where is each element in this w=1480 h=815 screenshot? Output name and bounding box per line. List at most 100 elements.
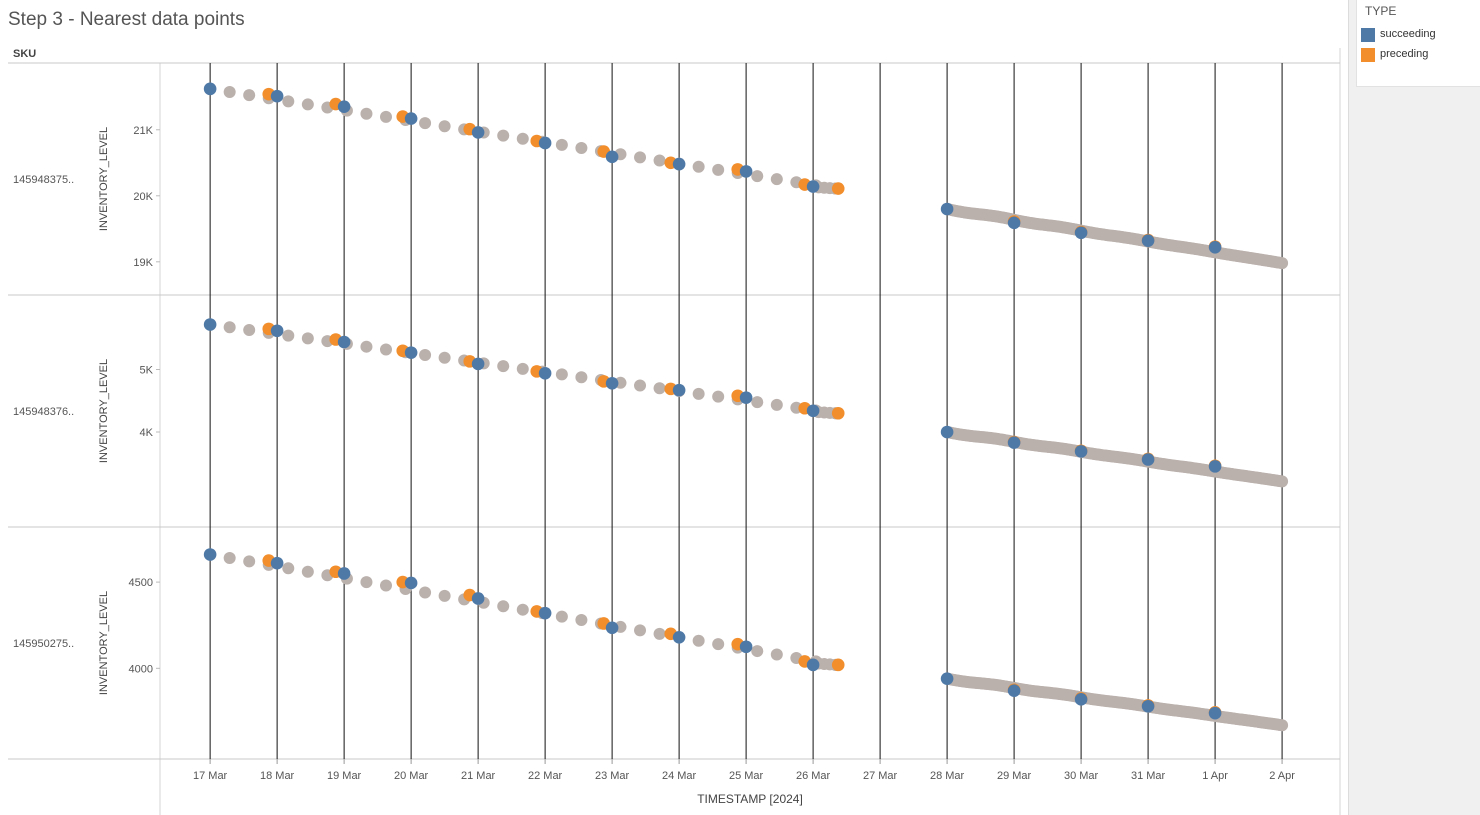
legend-swatch-preceding (1361, 48, 1375, 62)
data-point-succeeding (1007, 216, 1021, 230)
sku-label: 145950275.. (13, 638, 74, 650)
data-point-other (634, 151, 647, 164)
data-point-other (692, 160, 705, 173)
chart-area: 145948375.. INVENTORY_LEVEL 21K20K19K14594… (8, 48, 1341, 815)
data-point-other (301, 98, 314, 111)
data-point-other (634, 379, 647, 392)
data-point-other (223, 321, 236, 334)
data-point-other (379, 110, 392, 123)
data-point-other (282, 95, 295, 108)
data-point-other (751, 396, 764, 409)
data-point-succeeding (203, 82, 217, 96)
data-point-other (438, 589, 451, 602)
data-point-other (1276, 719, 1289, 732)
data-point-other (243, 555, 256, 568)
y-tick-label: 20K (133, 191, 153, 203)
legend-label-succeeding: succeeding (1380, 28, 1436, 40)
data-point-succeeding (203, 318, 217, 331)
data-point-other (516, 603, 529, 616)
data-point-other (243, 324, 256, 337)
x-tick-label: 23 Mar (595, 770, 630, 782)
data-point-other (438, 120, 451, 133)
data-point-other (751, 170, 764, 183)
x-tick-label: 27 Mar (863, 770, 898, 782)
y-axis-title: INVENTORY_LEVEL (98, 591, 110, 695)
data-point-other (282, 329, 295, 342)
x-tick-label: 1 Apr (1202, 770, 1228, 782)
data-point-succeeding (605, 150, 619, 164)
data-point-other (692, 387, 705, 400)
data-point-succeeding (1074, 445, 1088, 458)
data-point-succeeding (672, 630, 686, 644)
data-point-succeeding (940, 672, 954, 685)
data-point-succeeding (337, 567, 351, 580)
data-point-succeeding (1208, 240, 1222, 254)
data-point-succeeding (538, 606, 552, 620)
legend-label-preceding: preceding (1380, 48, 1429, 60)
panel-1: 145948375.. INVENTORY_LEVEL 21K 20K 19K (13, 82, 1289, 270)
data-point-succeeding (1141, 699, 1155, 713)
data-point-succeeding (270, 89, 284, 103)
x-tick-label: 21 Mar (461, 770, 496, 782)
data-point-other (301, 332, 314, 345)
data-point-succeeding (1007, 684, 1021, 698)
sku-label: 145948376.. (13, 406, 74, 418)
data-point-succeeding (605, 376, 619, 390)
data-point-other (379, 343, 392, 356)
data-point-succeeding (1074, 226, 1088, 240)
data-point-succeeding (404, 112, 418, 125)
data-point-succeeding (739, 165, 753, 178)
y-axis-title: INVENTORY_LEVEL (98, 127, 110, 231)
data-point-other (419, 586, 432, 599)
data-point-succeeding (1007, 436, 1021, 449)
data-point-other (575, 614, 588, 627)
data-point-succeeding (940, 202, 954, 216)
data-point-other (555, 368, 568, 381)
data-point-succeeding (806, 404, 820, 418)
x-tick-label: 19 Mar (327, 770, 362, 782)
data-point-other (223, 551, 236, 564)
x-tick-label: 24 Mar (662, 770, 697, 782)
data-point-other (770, 648, 783, 661)
data-point-other (301, 565, 314, 578)
data-point-succeeding (270, 556, 284, 570)
x-axis: TIMESTAMP [2024] 17 Mar 18 Mar 19 Mar 20 Ma… (193, 759, 1295, 806)
data-point-other (712, 163, 725, 176)
legend: TYPE succeeding preceding (1356, 0, 1480, 87)
x-tick-label: 31 Mar (1131, 770, 1166, 782)
data-point-succeeding (404, 576, 418, 590)
data-point-other (575, 142, 588, 155)
data-point-other (575, 371, 588, 384)
sku-label: 145948375.. (13, 174, 74, 186)
data-point-other (653, 154, 666, 167)
data-point-other (712, 390, 725, 403)
data-point-other (243, 89, 256, 102)
data-point-other (1276, 475, 1289, 488)
data-point-other (1276, 257, 1289, 270)
data-point-other (379, 579, 392, 592)
data-point-succeeding (605, 621, 619, 635)
data-point-other (360, 107, 373, 120)
x-tick-label: 26 Mar (796, 770, 831, 782)
data-point-succeeding (1141, 234, 1155, 247)
y-tick-label: 4K (140, 427, 154, 439)
data-point-other (634, 624, 647, 637)
chart-frame (8, 48, 1341, 815)
data-point-other (555, 610, 568, 623)
data-point-succeeding (471, 592, 485, 605)
data-point-succeeding (538, 366, 552, 380)
x-tick-label: 30 Mar (1064, 770, 1099, 782)
data-point-succeeding (806, 180, 820, 193)
data-point-other (497, 129, 510, 142)
data-point-other (653, 627, 666, 640)
data-point-other (223, 85, 236, 98)
data-point-preceding (831, 406, 845, 420)
data-point-other (497, 600, 510, 613)
data-point-other (438, 351, 451, 364)
data-point-other (419, 117, 432, 130)
y-tick-label: 21K (133, 125, 153, 137)
data-point-other (692, 634, 705, 647)
data-point-succeeding (270, 324, 284, 338)
data-point-other (419, 349, 432, 362)
legend-title: TYPE (1365, 4, 1397, 18)
